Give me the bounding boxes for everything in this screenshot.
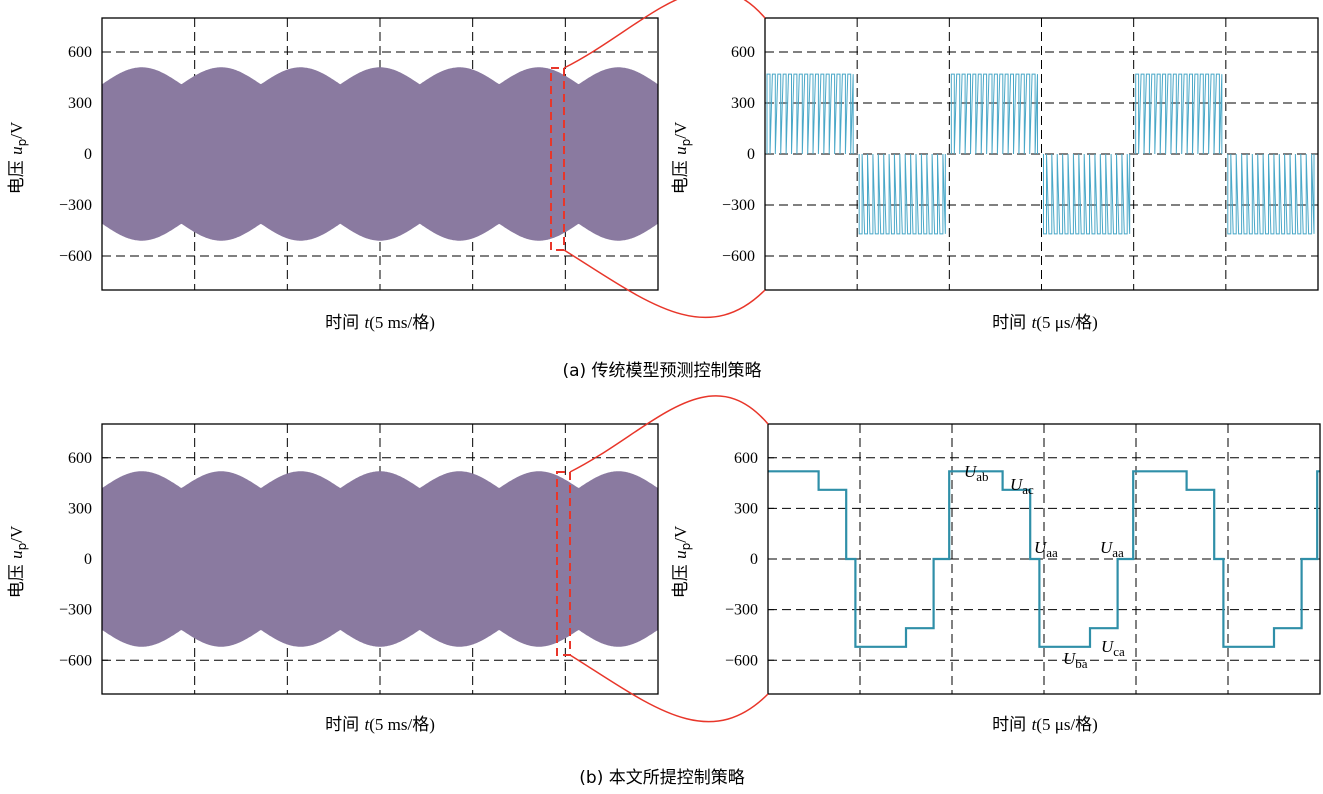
ytick-label: 600 xyxy=(68,44,92,61)
plot-frame-a-right xyxy=(764,17,1319,291)
ytick-label: −600 xyxy=(722,248,755,265)
pwm-burst xyxy=(766,73,854,155)
ytick-label: 300 xyxy=(68,95,92,112)
zoom-box xyxy=(556,471,571,656)
ytick-label: 300 xyxy=(734,500,758,517)
plot-frame-a-left xyxy=(101,17,659,291)
pwm-burst xyxy=(1043,153,1131,235)
axes-a-right: 600 300 0 −300 −600 xyxy=(722,18,1318,290)
plot-frame-b-left xyxy=(101,423,659,695)
ytick-label: −300 xyxy=(59,602,92,619)
ytick-label: 300 xyxy=(731,95,755,112)
svg-text:电压 up/V: 电压 up/V xyxy=(7,525,29,598)
ytick-label: 300 xyxy=(68,500,92,517)
caption-a: (a) 传统模型预测控制策略 xyxy=(562,361,761,381)
xlabel-a-left: 时间 t(5 ms/格) xyxy=(325,313,435,333)
pwm-burst xyxy=(1227,153,1315,235)
svg-text:电压 up/V: 电压 up/V xyxy=(671,121,693,194)
waveform-a-right xyxy=(766,73,1315,235)
ytick-label: 600 xyxy=(734,450,758,467)
ytick-label: −600 xyxy=(725,652,758,669)
xlabel-a-right: 时间 t(5 μs/格) xyxy=(992,313,1098,333)
ytick-label: −300 xyxy=(59,197,92,214)
ytick-label: 0 xyxy=(84,551,92,568)
zoom-callout-b xyxy=(556,395,769,723)
annotation-uac: Uac xyxy=(1010,475,1034,497)
ytick-label: −300 xyxy=(722,197,755,214)
callout-curve xyxy=(569,395,769,473)
ytick-label: 0 xyxy=(750,551,758,568)
ytick-label: 600 xyxy=(68,450,92,467)
xlabel-b-left: 时间 t(5 ms/格) xyxy=(325,715,435,735)
annotation-uca: Uca xyxy=(1101,637,1125,659)
ytick-label: −600 xyxy=(59,248,92,265)
pwm-burst xyxy=(950,73,1038,155)
callout-curve xyxy=(563,0,766,69)
annotation-uaa: Uaa xyxy=(1034,538,1058,560)
ytick-label: 0 xyxy=(84,146,92,163)
xlabel-b-right: 时间 t(5 μs/格) xyxy=(992,715,1098,735)
annotation-uab: Uab xyxy=(964,462,989,484)
ytick-label: 600 xyxy=(731,44,755,61)
plot-frame-b-right xyxy=(767,423,1321,695)
callout-curve xyxy=(563,249,766,319)
waveform-b-left xyxy=(102,471,658,647)
waveform-a-left xyxy=(102,67,658,241)
ytick-label: −600 xyxy=(59,652,92,669)
pwm-burst xyxy=(1135,73,1223,155)
ylabel-a-left: 电压 up/V xyxy=(7,121,29,194)
zoom-callout-a xyxy=(550,0,766,319)
ytick-label: 0 xyxy=(747,146,755,163)
ytick-label: −300 xyxy=(725,602,758,619)
ylabel-b-left: 电压 up/V xyxy=(7,525,29,598)
pwm-burst xyxy=(858,153,946,235)
ylabel-b-right: 电压 up/V xyxy=(671,525,693,598)
annotation-uaa: Uaa xyxy=(1100,538,1124,560)
annotation-uba: Uba xyxy=(1063,649,1088,671)
axes-b-right: 600 300 0 −300 −600 xyxy=(725,424,1320,694)
caption-b: (b) 本文所提控制策略 xyxy=(579,768,744,788)
svg-text:电压 up/V: 电压 up/V xyxy=(7,121,29,194)
callout-curve xyxy=(569,654,769,723)
waveform-b-right xyxy=(768,470,1320,648)
svg-text:电压 up/V: 电压 up/V xyxy=(671,525,693,598)
ylabel-a-right: 电压 up/V xyxy=(671,121,693,194)
zoom-box xyxy=(550,67,565,251)
